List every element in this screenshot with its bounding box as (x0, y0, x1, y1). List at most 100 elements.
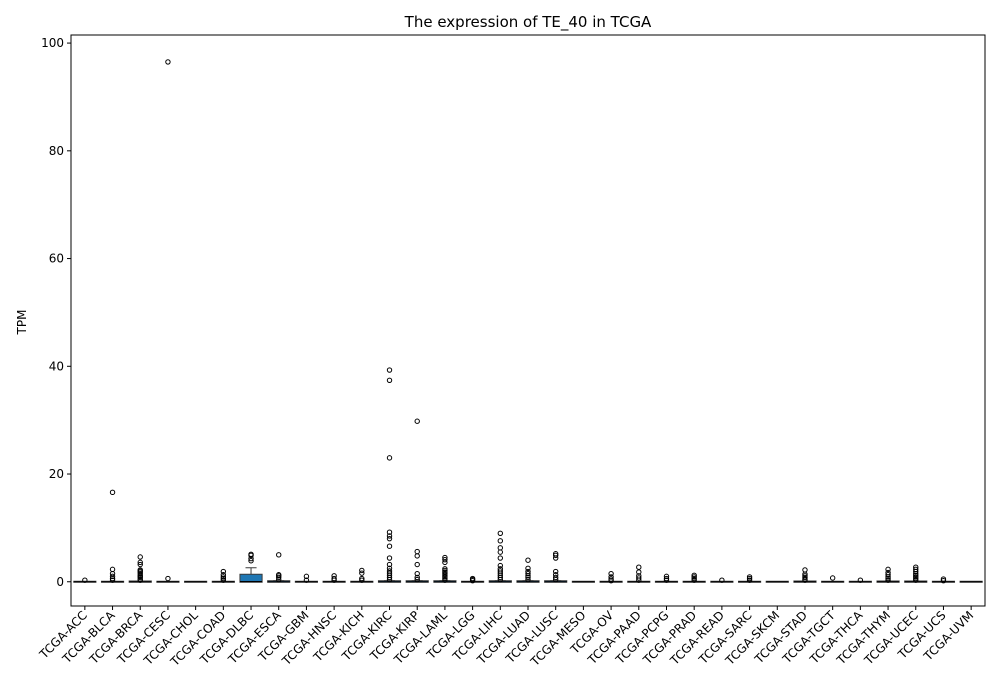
y-tick-label: 40 (49, 359, 64, 373)
outlier-point (220, 577, 227, 583)
outlier-point (691, 574, 697, 580)
outlier-point (636, 564, 642, 570)
box-tcga-acc (73, 577, 97, 583)
outlier-point (220, 568, 227, 575)
box-tcga-pcpg (654, 573, 679, 583)
box-iqr (239, 573, 263, 583)
outlier-point (552, 552, 559, 559)
outlier-point (497, 566, 504, 572)
outlier-point (276, 572, 282, 578)
plot-frame (70, 34, 986, 607)
outlier-point (386, 561, 393, 568)
outlier-point (386, 565, 393, 571)
y-tick-label: 100 (41, 36, 64, 50)
outlier-point (691, 575, 697, 582)
outlier-point (885, 569, 891, 576)
outlier-point (220, 574, 227, 580)
outlier-point (442, 567, 448, 574)
outlier-point (442, 554, 448, 561)
outlier-point (359, 575, 365, 582)
y-tick-label: 80 (49, 144, 64, 158)
outlier-point (857, 577, 864, 583)
outlier-point (331, 573, 337, 579)
outlier-point (525, 557, 531, 563)
outlier-point (552, 572, 559, 578)
outlier-point (525, 570, 531, 577)
box-tcga-kich (350, 567, 374, 583)
outlier-point (913, 564, 919, 570)
outlier-point (663, 575, 670, 582)
outlier-point (885, 566, 891, 573)
y-tick-label: 0 (56, 575, 64, 589)
outlier-point (802, 574, 808, 581)
outlier-point (165, 575, 171, 582)
outlier-point (802, 573, 808, 579)
outlier-point (442, 556, 448, 563)
box-tcga-coad (211, 568, 235, 583)
box-tcga-chol (184, 580, 208, 583)
outlier-point (885, 577, 891, 583)
outlier-point (359, 577, 365, 583)
outlier-point (442, 566, 448, 572)
outlier-point (608, 576, 614, 582)
outlier-point (82, 577, 88, 583)
outlier-point (525, 568, 531, 575)
box-tcga-laml (433, 554, 457, 583)
outlier-point (497, 555, 504, 561)
outlier-point (940, 577, 947, 584)
outlier-point (940, 576, 947, 582)
outlier-point (386, 535, 393, 542)
outlier-point (608, 574, 614, 580)
outlier-point (525, 574, 531, 581)
outlier-point (746, 574, 753, 580)
outlier-point (829, 575, 836, 581)
outlier-point (137, 576, 143, 582)
outlier-point (913, 572, 919, 578)
outlier-point (414, 561, 420, 568)
outlier-point (386, 377, 393, 383)
outlier-point (220, 575, 227, 582)
box-tcga-blca (100, 489, 125, 583)
outlier-point (137, 554, 143, 560)
box-tcga-skcm (765, 580, 789, 583)
outlier-point (414, 576, 420, 583)
box-tcga-stad (793, 567, 817, 583)
outlier-point (525, 565, 531, 571)
outlier-point (691, 572, 697, 578)
outlier-point (608, 570, 614, 577)
box-tcga-esca (267, 552, 291, 583)
outlier-point (497, 545, 504, 551)
box-tcga-prad (682, 572, 706, 583)
outlier-point (552, 551, 559, 557)
box-tcga-ucec (904, 564, 928, 583)
outlier-point (276, 574, 282, 581)
box-tcga-thym (876, 566, 900, 583)
box-tcga-sarc (737, 574, 762, 583)
outlier-point (885, 572, 891, 578)
outlier-point (137, 570, 143, 577)
outlier-point (359, 567, 365, 574)
box-tcga-cesc (156, 59, 180, 583)
chart-title: The expression of TE_40 in TCGA (404, 13, 652, 32)
box-tcga-brca (128, 554, 152, 583)
outlier-point (137, 561, 143, 568)
outlier-point (414, 574, 420, 581)
outlier-point (552, 568, 559, 575)
outlier-point (746, 577, 753, 583)
outlier-point (331, 575, 337, 582)
outlier-point (497, 538, 504, 544)
outlier-point (109, 489, 116, 496)
outlier-point (663, 577, 670, 583)
box-tcga-lusc (544, 551, 568, 583)
outlier-point (525, 576, 531, 583)
outlier-point (303, 577, 310, 583)
outlier-point (137, 559, 143, 566)
box-tcga-dlbc (239, 551, 263, 583)
outlier-point (386, 543, 393, 549)
outlier-point (497, 568, 504, 574)
outlier-point (220, 572, 227, 578)
outlier-point (386, 455, 393, 461)
outlier-point (913, 574, 919, 580)
outlier-point (109, 573, 116, 580)
